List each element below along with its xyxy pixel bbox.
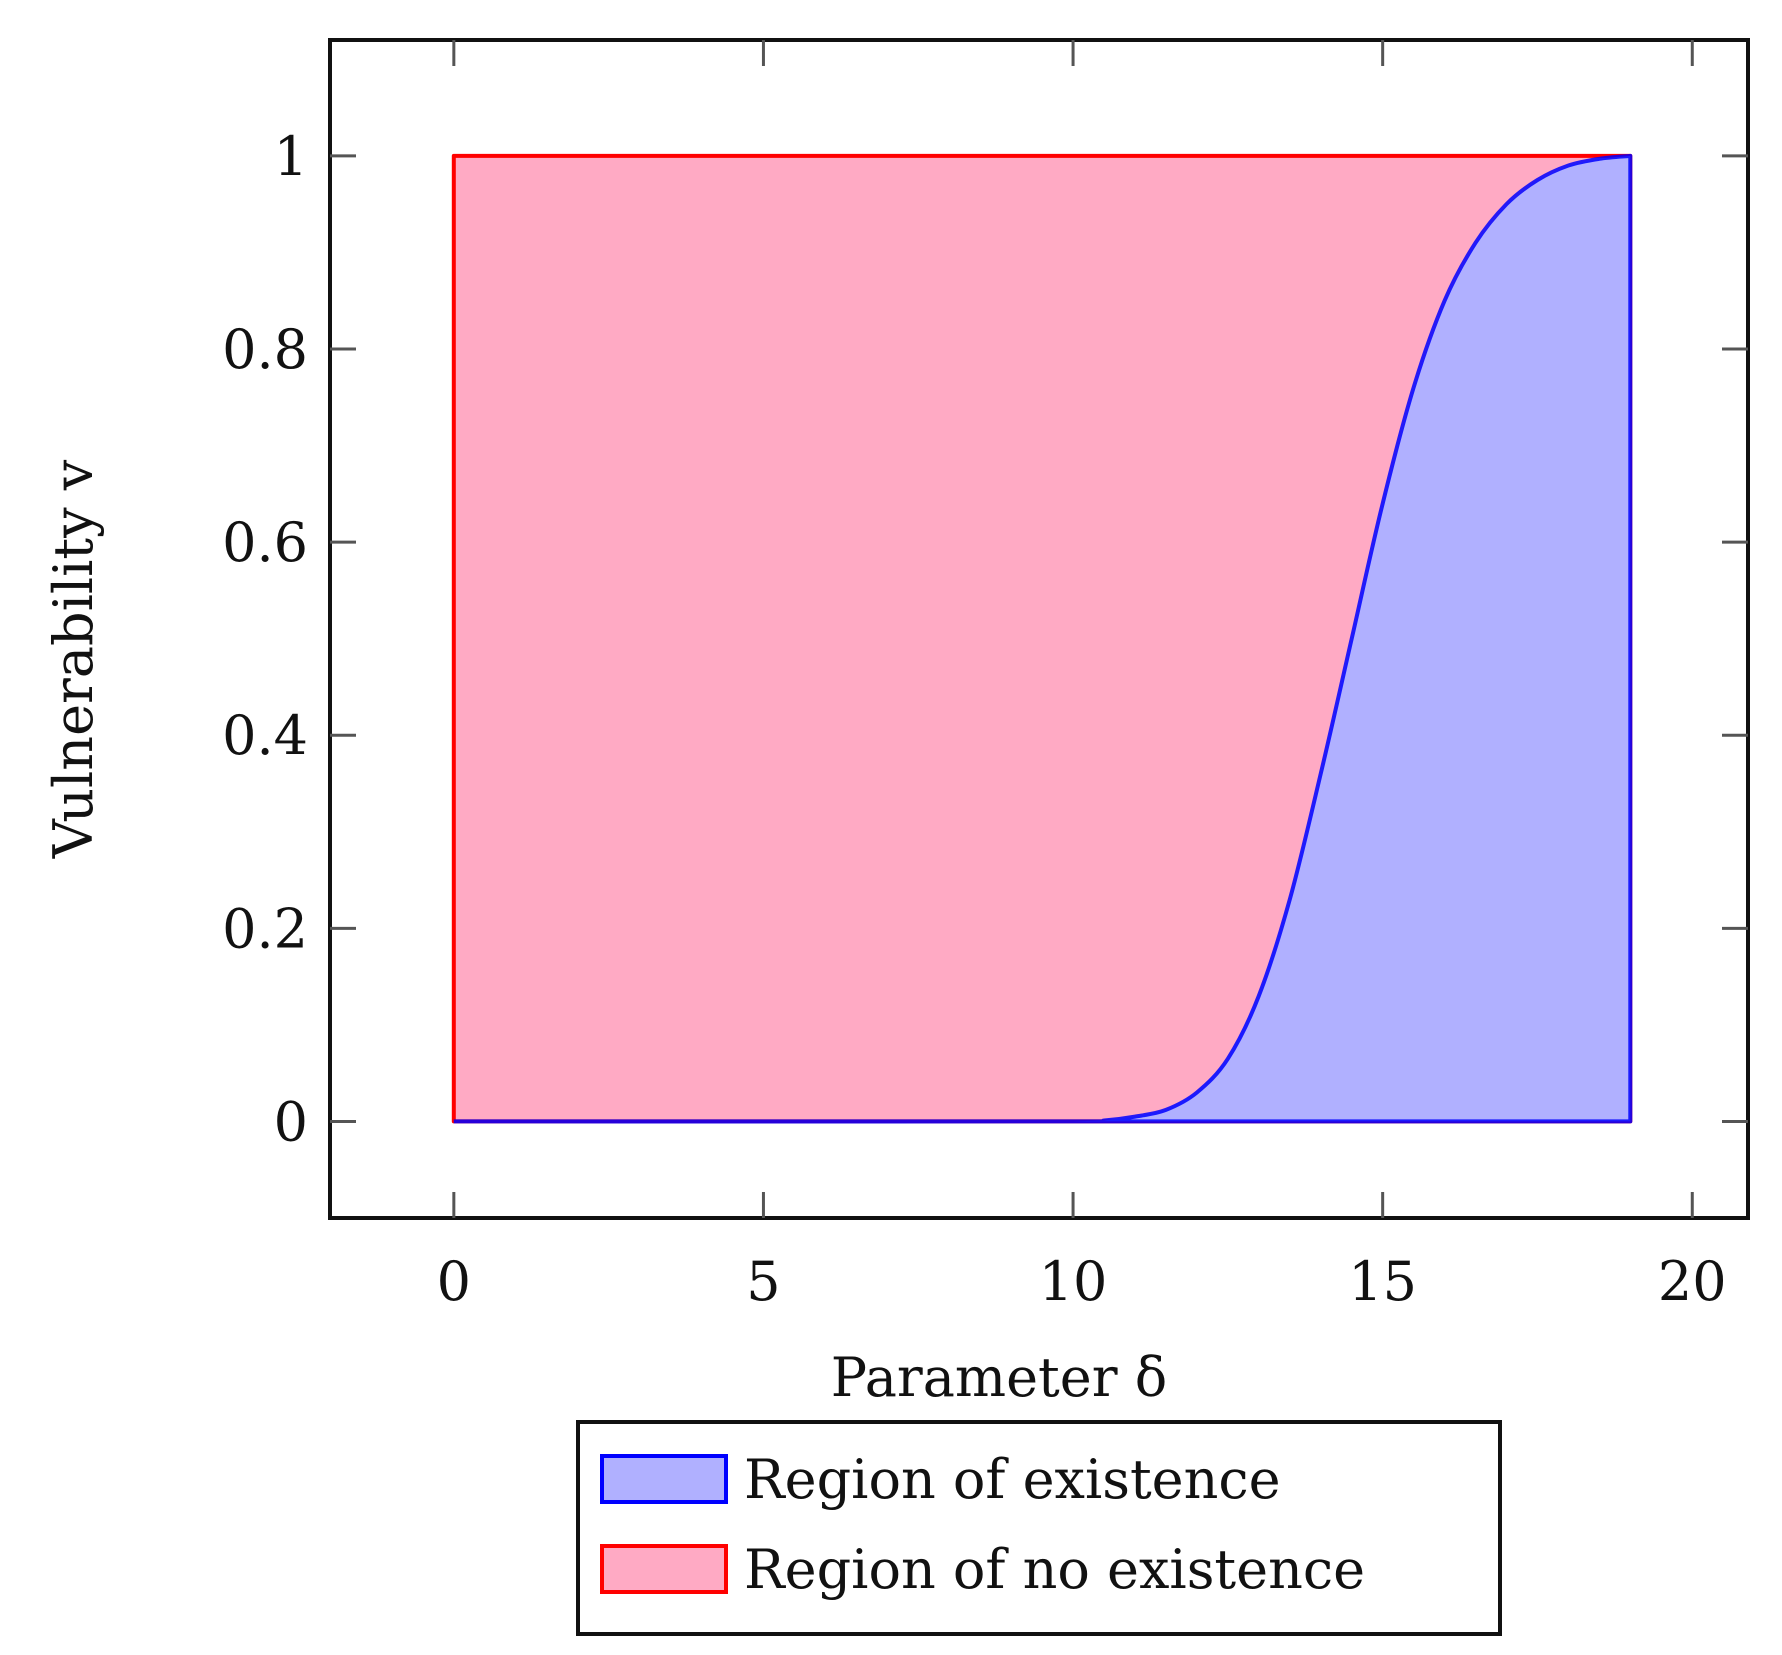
y-tick-label: 0.6 (222, 511, 308, 574)
legend-label-existence: Region of existence (744, 1448, 1281, 1511)
y-tick-label: 0.2 (222, 897, 308, 960)
legend-frame (576, 1420, 1502, 1636)
y-ticks: 0 0.2 0.4 0.6 0.8 1 (222, 125, 1748, 1153)
legend-swatch-no-existence (600, 1544, 728, 1594)
y-tick-label: 0.4 (222, 704, 308, 767)
x-axis-title: Parameter δ (831, 1346, 1167, 1409)
region-existence-area (453, 155, 1631, 1122)
plot-fills (451, 153, 1633, 1124)
legend: Region of existence Region of no existen… (576, 1420, 1502, 1636)
plot-frame (328, 38, 1750, 1220)
y-tick-label: 0.8 (222, 318, 308, 381)
plot-lines (453, 153, 1633, 1124)
x-tick-label: 5 (746, 1250, 780, 1313)
legend-swatch-existence (600, 1454, 728, 1504)
y-axis-title: Vulnerability v (42, 459, 105, 859)
x-tick-label: 0 (437, 1250, 471, 1313)
region-existence-boundary (453, 153, 1633, 1124)
x-ticks: 0 5 10 15 20 (437, 40, 1727, 1313)
x-tick-label: 15 (1348, 1250, 1417, 1313)
y-tick-label: 1 (274, 125, 308, 188)
x-tick-label: 10 (1039, 1250, 1108, 1313)
y-tick-label: 0 (274, 1090, 308, 1153)
legend-label-no-existence: Region of no existence (744, 1538, 1365, 1601)
x-tick-label: 20 (1658, 1250, 1727, 1313)
